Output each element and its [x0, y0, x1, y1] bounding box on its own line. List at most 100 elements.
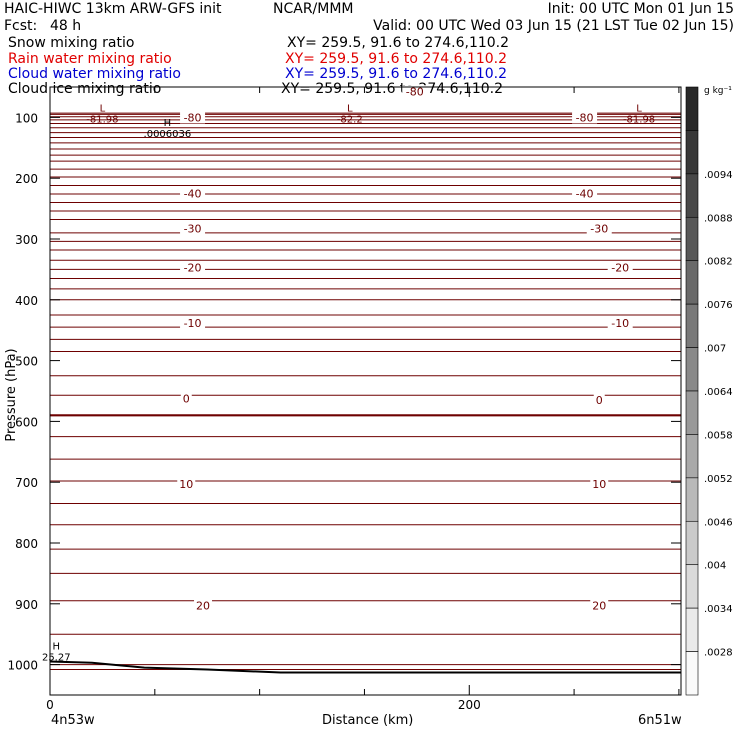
y-tick-label: 200 — [15, 172, 38, 186]
colorbar-label: .007 — [704, 344, 726, 355]
field-cloudice-name: Cloud ice mixing ratio — [8, 81, 162, 97]
colorbar-label: .0052 — [704, 474, 733, 485]
contour-label: -80 — [576, 111, 594, 124]
colorbar-label: .0088 — [704, 213, 733, 224]
colorbar-swatch — [685, 216, 699, 262]
contour-label-bg — [607, 316, 633, 329]
field-rain-name: Rain water mixing ratio — [8, 51, 172, 67]
colorbar-unit: g kg⁻¹ — [704, 86, 732, 96]
y-tick-label: 700 — [15, 476, 38, 490]
colorbar-swatch — [685, 86, 699, 131]
contour-label-bg — [402, 85, 428, 98]
contour-label-bg — [177, 478, 196, 491]
plot-frame — [49, 86, 682, 696]
y-tick-label: 600 — [15, 415, 38, 429]
contour-label-bg — [180, 111, 206, 124]
contour-label-bg — [586, 222, 612, 235]
field-rain-xy: XY= 259.5, 91.6 to 274.6,110.2 — [285, 51, 508, 67]
colorbar-swatch — [685, 520, 699, 566]
colorbar-label: .0058 — [704, 430, 733, 441]
extremum-symbol: L — [347, 103, 353, 114]
colorbar-label: .0034 — [704, 604, 733, 615]
contour-label: -80 — [406, 85, 424, 98]
extremum-symbol: H — [164, 118, 172, 129]
x-end-label-left: 4n53w — [51, 713, 95, 728]
contour-label: -30 — [184, 223, 202, 236]
field-cloudwater-name: Cloud water mixing ratio — [8, 66, 181, 82]
colorbar-swatch — [685, 477, 699, 522]
fcst-label: Fcst: — [4, 18, 38, 34]
fcst-value: 48 h — [50, 18, 82, 34]
colorbar-swatch — [685, 173, 699, 218]
y-axis-label: Pressure (hPa) — [4, 348, 19, 442]
y-tick-label: 1000 — [7, 659, 38, 673]
contour-label-bg — [590, 478, 609, 491]
contour-lines — [49, 112, 681, 674]
colorbar-label: .0064 — [704, 387, 733, 398]
contour-label-bg — [180, 187, 206, 200]
colorbar-label: .0082 — [704, 257, 733, 268]
extremum-value: .0006036 — [144, 129, 192, 140]
contour-label: -20 — [184, 262, 202, 275]
contour-label-bg — [194, 599, 213, 612]
contour-label-bg — [180, 222, 206, 235]
contour-label-bg — [590, 599, 609, 612]
contour-label-bg — [180, 261, 206, 274]
colorbar-swatch — [685, 347, 699, 392]
contour-label: -10 — [611, 317, 629, 330]
contour-label: -40 — [184, 187, 202, 200]
colorbar-swatch — [685, 390, 699, 435]
extremum-value: -81.98 — [623, 114, 655, 125]
y-tick-label: 800 — [15, 537, 38, 551]
y-tick-label: 500 — [15, 355, 38, 369]
contour-label: 0 — [596, 394, 603, 407]
colorbar: .0094 .0088 .0082 .0076 .007 .0064 .0058 .0052.… — [685, 86, 733, 696]
x-tick-label: 0 — [46, 698, 54, 712]
colorbar-swatch — [685, 651, 699, 696]
field-snow-name: Snow mixing ratio — [8, 35, 135, 51]
field-cloudice-xy: XY= 259.5, 91.6 to 274.6,110.2 — [281, 81, 504, 97]
x-tick-label: 200 — [458, 698, 481, 712]
x-axis-label: Distance (km) — [322, 713, 414, 728]
header-org: NCAR/MMM — [273, 1, 354, 17]
colorbar-label: .0046 — [704, 517, 733, 528]
x-end-label-right: 6n51w — [638, 713, 682, 728]
colorbar-swatch — [685, 434, 699, 479]
contour-label: -40 — [576, 187, 594, 200]
contour-label: -30 — [590, 223, 608, 236]
field-snow-xy: XY= 259.5, 91.6 to 274.6,110.2 — [287, 35, 510, 51]
colorbar-swatch — [685, 607, 699, 652]
contour-label-bg — [593, 394, 605, 407]
colorbar-swatch — [685, 303, 699, 348]
colorbar-label: .0094 — [704, 170, 733, 181]
extremum-symbol: L — [636, 103, 642, 114]
colorbar-label: .0028 — [704, 648, 733, 659]
y-tick-label: 900 — [15, 598, 38, 612]
colorbar-swatch — [685, 260, 699, 305]
contour-label: 0 — [183, 392, 190, 405]
valid-time: Valid: 00 UTC Wed 03 Jun 15 (21 LST Tue … — [373, 18, 734, 34]
contour-label: 10 — [179, 478, 193, 491]
y-tick-label: 300 — [15, 233, 38, 247]
colorbar-swatch — [685, 130, 699, 175]
contour-label-bg — [572, 187, 598, 200]
contour-label: -20 — [611, 262, 629, 275]
extremum-symbol: L — [100, 103, 106, 114]
contour-label: -10 — [184, 317, 202, 330]
field-cloudwater-xy: XY= 259.5, 91.6 to 274.6,110.2 — [285, 66, 508, 82]
colorbar-label: .004 — [704, 561, 726, 572]
extremum-symbol: H — [53, 641, 61, 652]
y-tick-label: 100 — [15, 111, 38, 125]
terrain-line — [49, 660, 681, 674]
contour-label: -80 — [184, 111, 202, 124]
contour-labels: -80 -80 -80 -40 -40 -30 -30 -20 -20 -10 -10 0 0 10 10 2… — [177, 85, 633, 613]
colorbar-swatch — [685, 564, 699, 609]
contour-label-bg — [607, 261, 633, 274]
contour-label-bg — [180, 316, 206, 329]
contour-label-bg — [572, 111, 598, 124]
contour-label: 20 — [196, 600, 210, 613]
contour-label: 10 — [592, 478, 606, 491]
